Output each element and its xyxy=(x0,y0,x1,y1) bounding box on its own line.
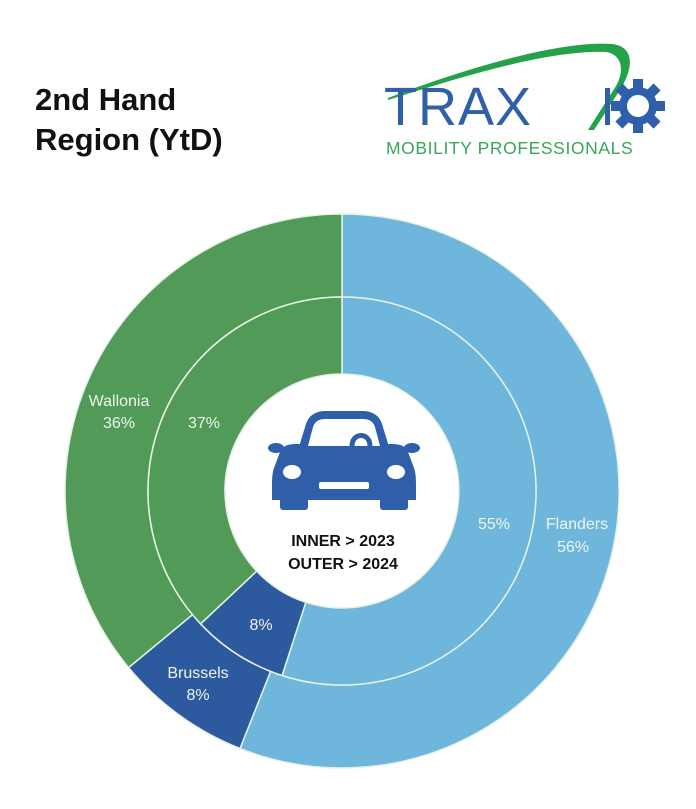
car-grille xyxy=(319,482,369,489)
label-wallonia-outer-name: Wallonia xyxy=(89,393,150,410)
chart-title: 2nd Hand Region (YtD) xyxy=(35,80,223,160)
title-line-2: Region (YtD) xyxy=(35,122,223,157)
label-wallonia-inner-value: 37% xyxy=(188,415,220,432)
label-brussels-inner-value: 8% xyxy=(249,617,272,634)
label-brussels-outer-name: Brussels xyxy=(167,665,228,682)
label-flanders-outer-name: Flanders xyxy=(546,516,608,533)
gear-icon xyxy=(611,79,665,133)
label-flanders-outer-value: 56% xyxy=(557,539,589,556)
logo-tagline: MOBILITY PROFESSIONALS xyxy=(386,138,633,158)
logo-text-i: I xyxy=(600,77,615,137)
legend-outer-year: OUTER > 2024 xyxy=(288,556,398,573)
car-steering-wheel xyxy=(349,433,373,447)
logo-text-trax: TRAX xyxy=(384,77,532,137)
traxio-logo: TRAX I MOBILITY PROFESSIONALS xyxy=(384,43,665,158)
legend-inner-year: INNER > 2023 xyxy=(291,533,395,550)
label-flanders-inner-value: 55% xyxy=(478,516,510,533)
label-wallonia-outer-value: 36% xyxy=(103,415,135,432)
label-brussels-outer-value: 8% xyxy=(186,687,209,704)
logo-swoosh xyxy=(388,43,630,130)
car-windshield xyxy=(308,419,380,446)
inner-slice-flanders[interactable] xyxy=(281,296,537,686)
inner-slice-wallonia[interactable] xyxy=(147,296,343,625)
title-line-1: 2nd Hand xyxy=(35,82,177,117)
car-headlight-left xyxy=(283,465,301,479)
car-headlight-right xyxy=(387,465,405,479)
